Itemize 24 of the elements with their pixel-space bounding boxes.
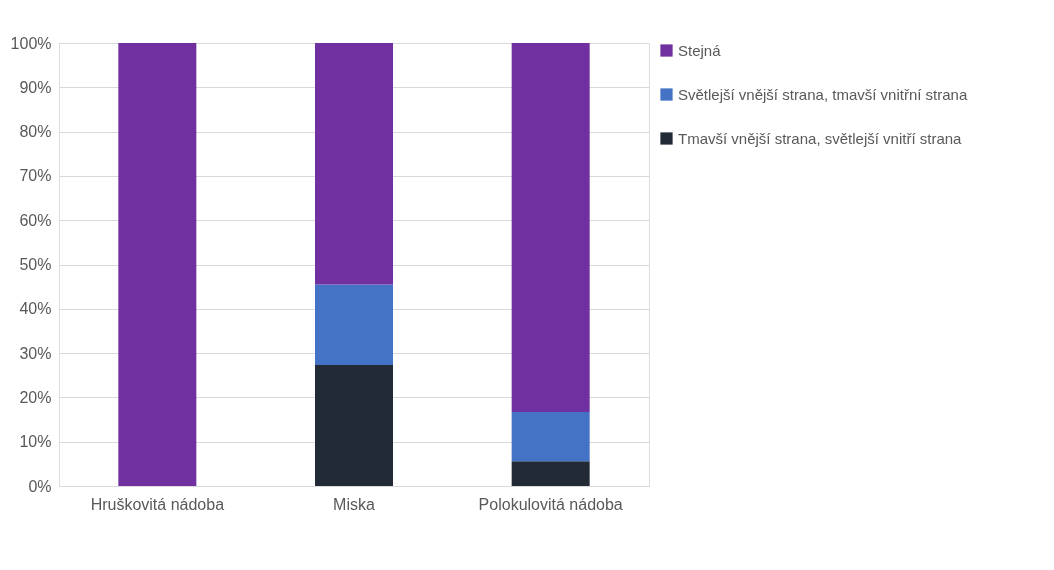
y-tick-label: 20% bbox=[19, 388, 52, 406]
legend-label: Tmavší vnější strana, světlejší vnitří strana bbox=[678, 129, 963, 147]
x-tick-label: Miska bbox=[333, 495, 375, 513]
bar bbox=[315, 43, 393, 285]
bar bbox=[118, 43, 197, 486]
y-tick-label: 0% bbox=[28, 477, 52, 495]
y-tick-label: 70% bbox=[19, 167, 52, 185]
bar bbox=[315, 284, 393, 366]
bar bbox=[511, 461, 590, 486]
y-tick-label: 30% bbox=[19, 344, 52, 362]
y-tick-label: 60% bbox=[19, 211, 52, 229]
y-tick-label: 50% bbox=[19, 256, 52, 273]
x-tick-label: Polokulovitá nádoba bbox=[478, 495, 623, 513]
legend-label: Světlejší vnější strana, tmavší vnitřní strana bbox=[678, 85, 968, 103]
y-tick-label: 90% bbox=[19, 78, 52, 96]
y-tick-label: 40% bbox=[19, 300, 52, 318]
bar bbox=[315, 365, 393, 486]
x-tick-label: Hruškovitá nádoba bbox=[90, 495, 225, 513]
bar bbox=[511, 412, 590, 462]
bar bbox=[511, 43, 590, 413]
y-tick-label: 80% bbox=[19, 123, 52, 141]
legend-label: Stejná bbox=[678, 41, 722, 59]
y-tick-label: 100% bbox=[10, 34, 52, 52]
y-tick-label: 10% bbox=[19, 433, 52, 451]
